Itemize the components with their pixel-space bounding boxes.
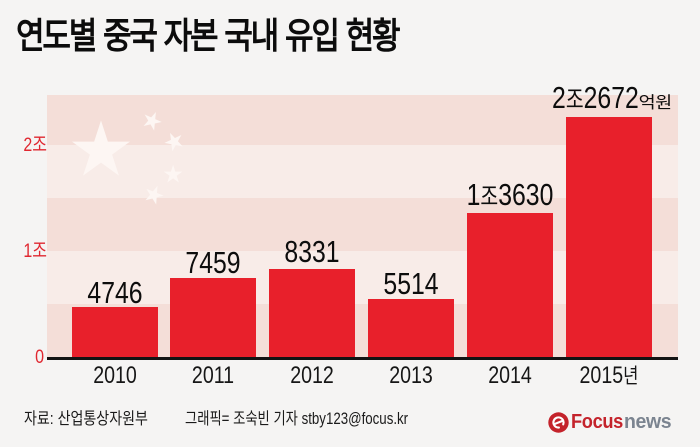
year-label-2012: 2012	[290, 361, 334, 389]
logo-e-bar	[553, 419, 564, 426]
value-label-2013: 5514	[291, 268, 531, 299]
y-tick-label-2jo: 2조	[22, 133, 47, 156]
value-suffix: 억원	[638, 94, 672, 113]
value-number: 7459	[185, 244, 241, 280]
y-tick-label-0: 0	[35, 346, 45, 369]
small-star-icon	[163, 164, 183, 183]
swirl-e-icon	[548, 412, 569, 433]
bar-2014	[466, 212, 553, 358]
logo-text-focus: Focus	[570, 410, 623, 433]
logo-swirl-group	[552, 416, 565, 429]
year-label-2013: 2013	[389, 361, 433, 389]
year-label-2011: 2011	[192, 361, 235, 389]
value-number: 1조3630	[466, 177, 554, 213]
bar-2012	[269, 268, 356, 358]
big-star-icon	[71, 120, 131, 176]
value-label-2015년: 2조2672억원	[489, 82, 700, 113]
bar-2015년	[565, 116, 652, 358]
year-label-2015년: 2015년	[579, 361, 638, 389]
value-label-2014: 1조3630	[390, 179, 630, 210]
focus-news-logo: Focus news	[548, 410, 688, 436]
small-star-icon	[145, 185, 164, 205]
value-number: 2조2672	[551, 80, 639, 116]
value-label-2010: 4746	[0, 277, 235, 308]
small-star-icon	[164, 132, 183, 151]
bar-2013	[367, 298, 454, 358]
small-star-icon	[143, 111, 162, 131]
hangul-run: 조	[480, 184, 498, 212]
footer-credit: 그래픽= 조숙빈 기자 stby123@focus.kr	[184, 410, 408, 429]
bar-2011	[170, 278, 257, 358]
footer-source: 자료: 산업통상자원부	[23, 410, 148, 429]
bar-2010	[71, 306, 158, 358]
logo-text-news: news	[624, 410, 672, 433]
chart-title: 연도별 중국 자본 국내 유입 현황	[15, 15, 401, 56]
y-tick-label-1jo: 1조	[22, 239, 47, 262]
value-number: 4746	[86, 274, 143, 310]
hangul-run: 조	[565, 87, 584, 115]
value-label-2012: 8331	[192, 236, 432, 267]
china-flag-stars	[71, 111, 183, 205]
x-axis-line	[47, 357, 678, 360]
value-label-2011: 7459	[93, 247, 333, 278]
flag-stars-group	[71, 111, 183, 205]
value-number: 5514	[383, 265, 439, 301]
hangul-run: 년	[622, 364, 638, 388]
value-number: 8331	[284, 233, 340, 269]
year-label-2014: 2014	[487, 361, 532, 389]
year-label-2010: 2010	[92, 361, 137, 389]
